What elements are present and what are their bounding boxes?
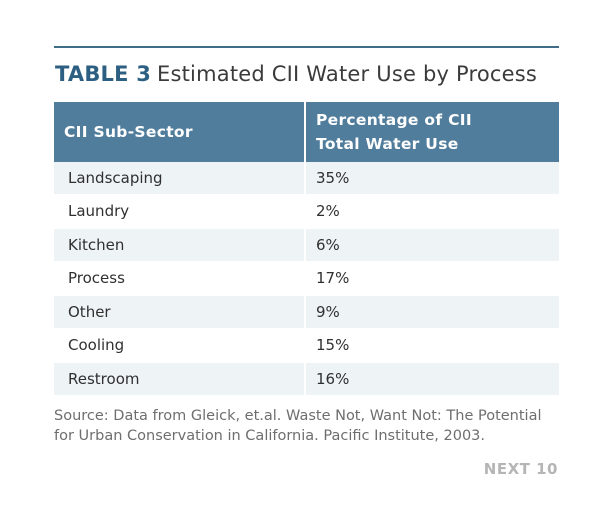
table-row: Process 17% (54, 261, 559, 296)
sub-sector-cell: Other (54, 295, 306, 330)
table-row: Cooling 15% (54, 328, 559, 363)
table-title-text: Estimated CII Water Use by Process (157, 62, 538, 86)
table-row: Other 9% (54, 295, 559, 330)
percentage-cell: 15% (305, 328, 559, 363)
header-percentage: Percentage of CII Total Water Use (305, 102, 559, 162)
table-row: Laundry 2% (54, 194, 559, 229)
header-sub-sector: CII Sub-Sector (54, 102, 306, 162)
table-row: Restroom 16% (54, 362, 559, 397)
table-header-row: CII Sub-Sector Percentage of CII Total W… (54, 102, 559, 162)
sub-sector-cell: Process (54, 261, 306, 296)
sub-sector-cell: Landscaping (54, 162, 306, 196)
sub-sector-cell: Cooling (54, 328, 306, 363)
percentage-cell: 17% (305, 261, 559, 296)
header-percentage-line2: Total Water Use (316, 135, 459, 153)
header-percentage-line1: Percentage of CII (316, 111, 472, 129)
source-line-2: for Urban Conservation in California. Pa… (54, 428, 486, 444)
sub-sector-cell: Kitchen (54, 228, 306, 263)
sub-sector-cell: Restroom (54, 362, 306, 397)
percentage-cell: 6% (305, 228, 559, 263)
table-title: TABLE 3 Estimated CII Water Use by Proces… (55, 62, 537, 86)
water-use-table: CII Sub-Sector Percentage of CII Total W… (54, 102, 559, 397)
percentage-cell: 2% (305, 194, 559, 229)
source-note: Source: Data from Gleick, et.al. Waste N… (54, 406, 564, 446)
source-line-1: Source: Data from Gleick, et.al. Waste N… (54, 408, 542, 424)
percentage-cell: 16% (305, 362, 559, 397)
table-number-label: TABLE 3 (55, 62, 152, 86)
top-divider (54, 46, 559, 48)
brand-logo-text: NEXT 10 (483, 460, 558, 478)
table-row: Kitchen 6% (54, 228, 559, 263)
sub-sector-cell: Laundry (54, 194, 306, 229)
percentage-cell: 9% (305, 295, 559, 330)
table-row: Landscaping 35% (54, 162, 559, 196)
percentage-cell: 35% (305, 162, 559, 196)
header-sub-sector-label: CII Sub-Sector (64, 123, 193, 141)
